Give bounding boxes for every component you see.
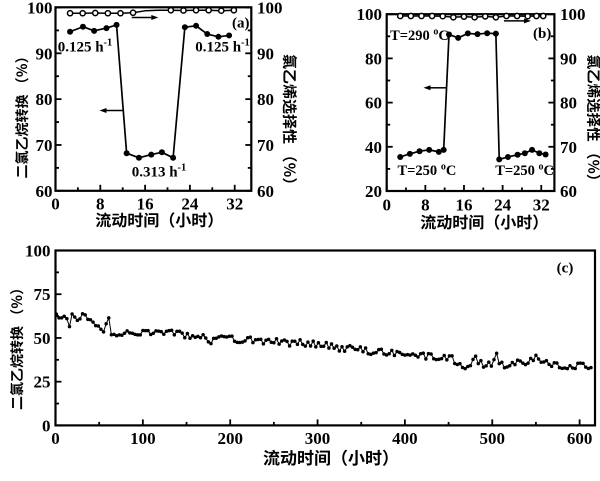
svg-text:80: 80 — [257, 90, 274, 109]
svg-text:32: 32 — [533, 196, 550, 215]
svg-text:(b): (b) — [533, 26, 551, 42]
svg-text:25: 25 — [34, 373, 51, 392]
svg-text:70: 70 — [257, 136, 274, 155]
svg-text:60: 60 — [257, 182, 274, 201]
svg-text:500: 500 — [480, 429, 506, 448]
svg-text:600: 600 — [567, 429, 593, 448]
svg-text:16: 16 — [455, 196, 472, 215]
svg-text:8: 8 — [421, 196, 430, 215]
svg-text:24: 24 — [181, 195, 199, 214]
svg-text:60: 60 — [365, 94, 382, 113]
svg-text:0: 0 — [42, 416, 51, 435]
svg-text:200: 200 — [217, 429, 243, 448]
svg-text:100: 100 — [25, 242, 51, 261]
svg-text:50: 50 — [34, 329, 51, 348]
svg-text:100: 100 — [560, 5, 586, 24]
svg-text:0.125 h-1: 0.125 h-1 — [195, 37, 250, 55]
svg-text:90: 90 — [257, 44, 274, 63]
svg-text:0: 0 — [51, 429, 60, 448]
svg-text:100: 100 — [130, 429, 156, 448]
svg-text:24: 24 — [494, 196, 512, 215]
svg-text:T=250 oC: T=250 oC — [398, 161, 457, 179]
svg-text:400: 400 — [392, 429, 418, 448]
svg-text:T=250 oC: T=250 oC — [495, 161, 554, 179]
svg-text:0.125 h-1: 0.125 h-1 — [58, 37, 113, 55]
svg-text:100: 100 — [27, 0, 53, 17]
svg-text:(c): (c) — [557, 261, 574, 277]
svg-text:80: 80 — [560, 94, 577, 113]
svg-text:80: 80 — [36, 90, 53, 109]
svg-text:70: 70 — [560, 138, 577, 157]
svg-text:0.313 h-1: 0.313 h-1 — [132, 163, 187, 181]
svg-text:T=290 oC: T=290 oC — [390, 26, 449, 44]
svg-text:20: 20 — [365, 182, 382, 201]
svg-text:60: 60 — [560, 182, 577, 201]
svg-text:80: 80 — [365, 49, 382, 68]
svg-text:32: 32 — [226, 195, 243, 214]
svg-text:90: 90 — [36, 44, 53, 63]
svg-text:100: 100 — [257, 0, 283, 17]
svg-text:75: 75 — [34, 285, 51, 304]
svg-text:0: 0 — [51, 195, 60, 214]
svg-text:8: 8 — [96, 195, 105, 214]
svg-text:40: 40 — [365, 138, 382, 157]
svg-text:0: 0 — [382, 196, 391, 215]
svg-text:300: 300 — [305, 429, 331, 448]
svg-text:(a): (a) — [232, 16, 250, 32]
svg-text:60: 60 — [36, 182, 53, 201]
svg-text:100: 100 — [357, 5, 383, 24]
svg-text:70: 70 — [36, 136, 53, 155]
svg-text:16: 16 — [137, 195, 154, 214]
svg-text:90: 90 — [560, 49, 577, 68]
